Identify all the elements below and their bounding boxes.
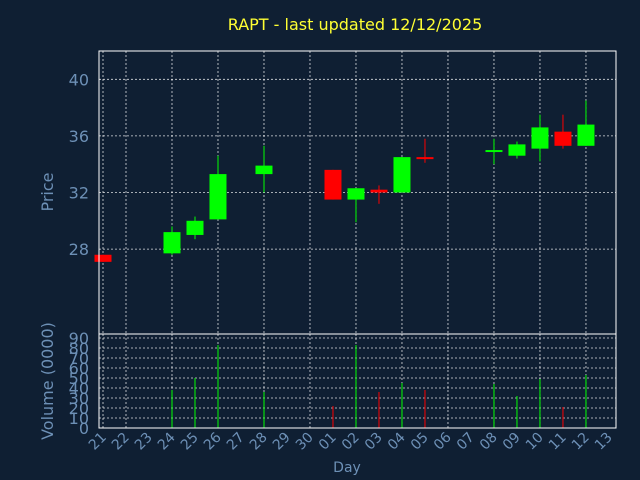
x-tick-label: 22: [109, 430, 133, 454]
price-candles: [94, 100, 595, 262]
volume-tick-label: 80: [69, 339, 89, 358]
x-tick-label: 21: [86, 430, 110, 454]
candle-body: [554, 131, 572, 146]
x-tick-label: 01: [316, 430, 340, 454]
x-tick-label: 25: [178, 430, 202, 454]
x-tick-label: 29: [270, 430, 294, 454]
candle-body: [370, 189, 388, 193]
x-tick-label: 08: [477, 430, 501, 454]
volume-grid: [99, 334, 616, 428]
volume-tick-label: 0: [79, 419, 89, 438]
volume-tick-label: 10: [69, 409, 89, 428]
price-tick-label: 28: [69, 240, 89, 259]
candle-body: [255, 165, 273, 175]
volume-tick-label: 30: [69, 389, 89, 408]
price-tick-label: 36: [69, 127, 89, 146]
candle-body: [347, 188, 365, 200]
volume-tick-label: 90: [69, 329, 89, 348]
candle-body: [416, 157, 434, 160]
x-tick-label: 24: [155, 429, 179, 453]
candle-body: [94, 254, 112, 262]
volume-tick-label: 50: [69, 369, 89, 388]
x-axis-label: Day: [333, 460, 361, 476]
x-tick-label: 12: [569, 430, 593, 454]
volume-bars: [171, 345, 587, 428]
volume-axis-label: Volume (0000): [38, 322, 57, 440]
x-tick-label: 23: [132, 430, 156, 454]
price-tick-label: 32: [69, 184, 89, 203]
candle-body: [209, 174, 227, 220]
x-tick-label: 27: [224, 430, 248, 454]
x-tick-label: 13: [592, 430, 616, 454]
candle-body: [508, 144, 526, 156]
volume-tick-label: 70: [69, 349, 89, 368]
volume-tick-label: 60: [69, 359, 89, 378]
candle-body: [324, 169, 342, 200]
candle-body: [186, 220, 204, 235]
volume-tick-label: 40: [69, 379, 89, 398]
price-y-ticks: 28 32 36 40: [69, 70, 89, 259]
x-tick-label: 30: [293, 430, 317, 454]
x-tick-label: 04: [385, 429, 409, 453]
candle-body: [577, 124, 595, 146]
x-ticks: 21 22 23 24 25 26 27 28 29 30 01 02 03 04 05 06 07 08 09 10…: [86, 429, 616, 453]
x-tick-label: 07: [454, 430, 478, 454]
x-tick-label: 03: [362, 430, 386, 454]
x-tick-label: 09: [500, 430, 524, 454]
x-tick-label: 02: [339, 430, 363, 454]
x-tick-label: 26: [201, 429, 225, 453]
candle-body: [393, 157, 411, 193]
x-tick-label: 05: [408, 430, 432, 454]
volume-tick-label: 20: [69, 399, 89, 418]
chart-title: RAPT - last updated 12/12/2025: [228, 15, 483, 34]
volume-panel-frame: [98, 333, 617, 429]
candle-body: [163, 232, 181, 254]
price-tick-label: 40: [69, 70, 89, 89]
price-axis-label: Price: [38, 172, 57, 211]
x-tick-label: 06: [431, 429, 455, 453]
x-tick-label: 11: [546, 430, 570, 454]
x-tick-label: 28: [247, 430, 271, 454]
candle-body: [485, 150, 503, 153]
candle-body: [531, 127, 549, 149]
x-tick-label: 10: [523, 430, 547, 454]
